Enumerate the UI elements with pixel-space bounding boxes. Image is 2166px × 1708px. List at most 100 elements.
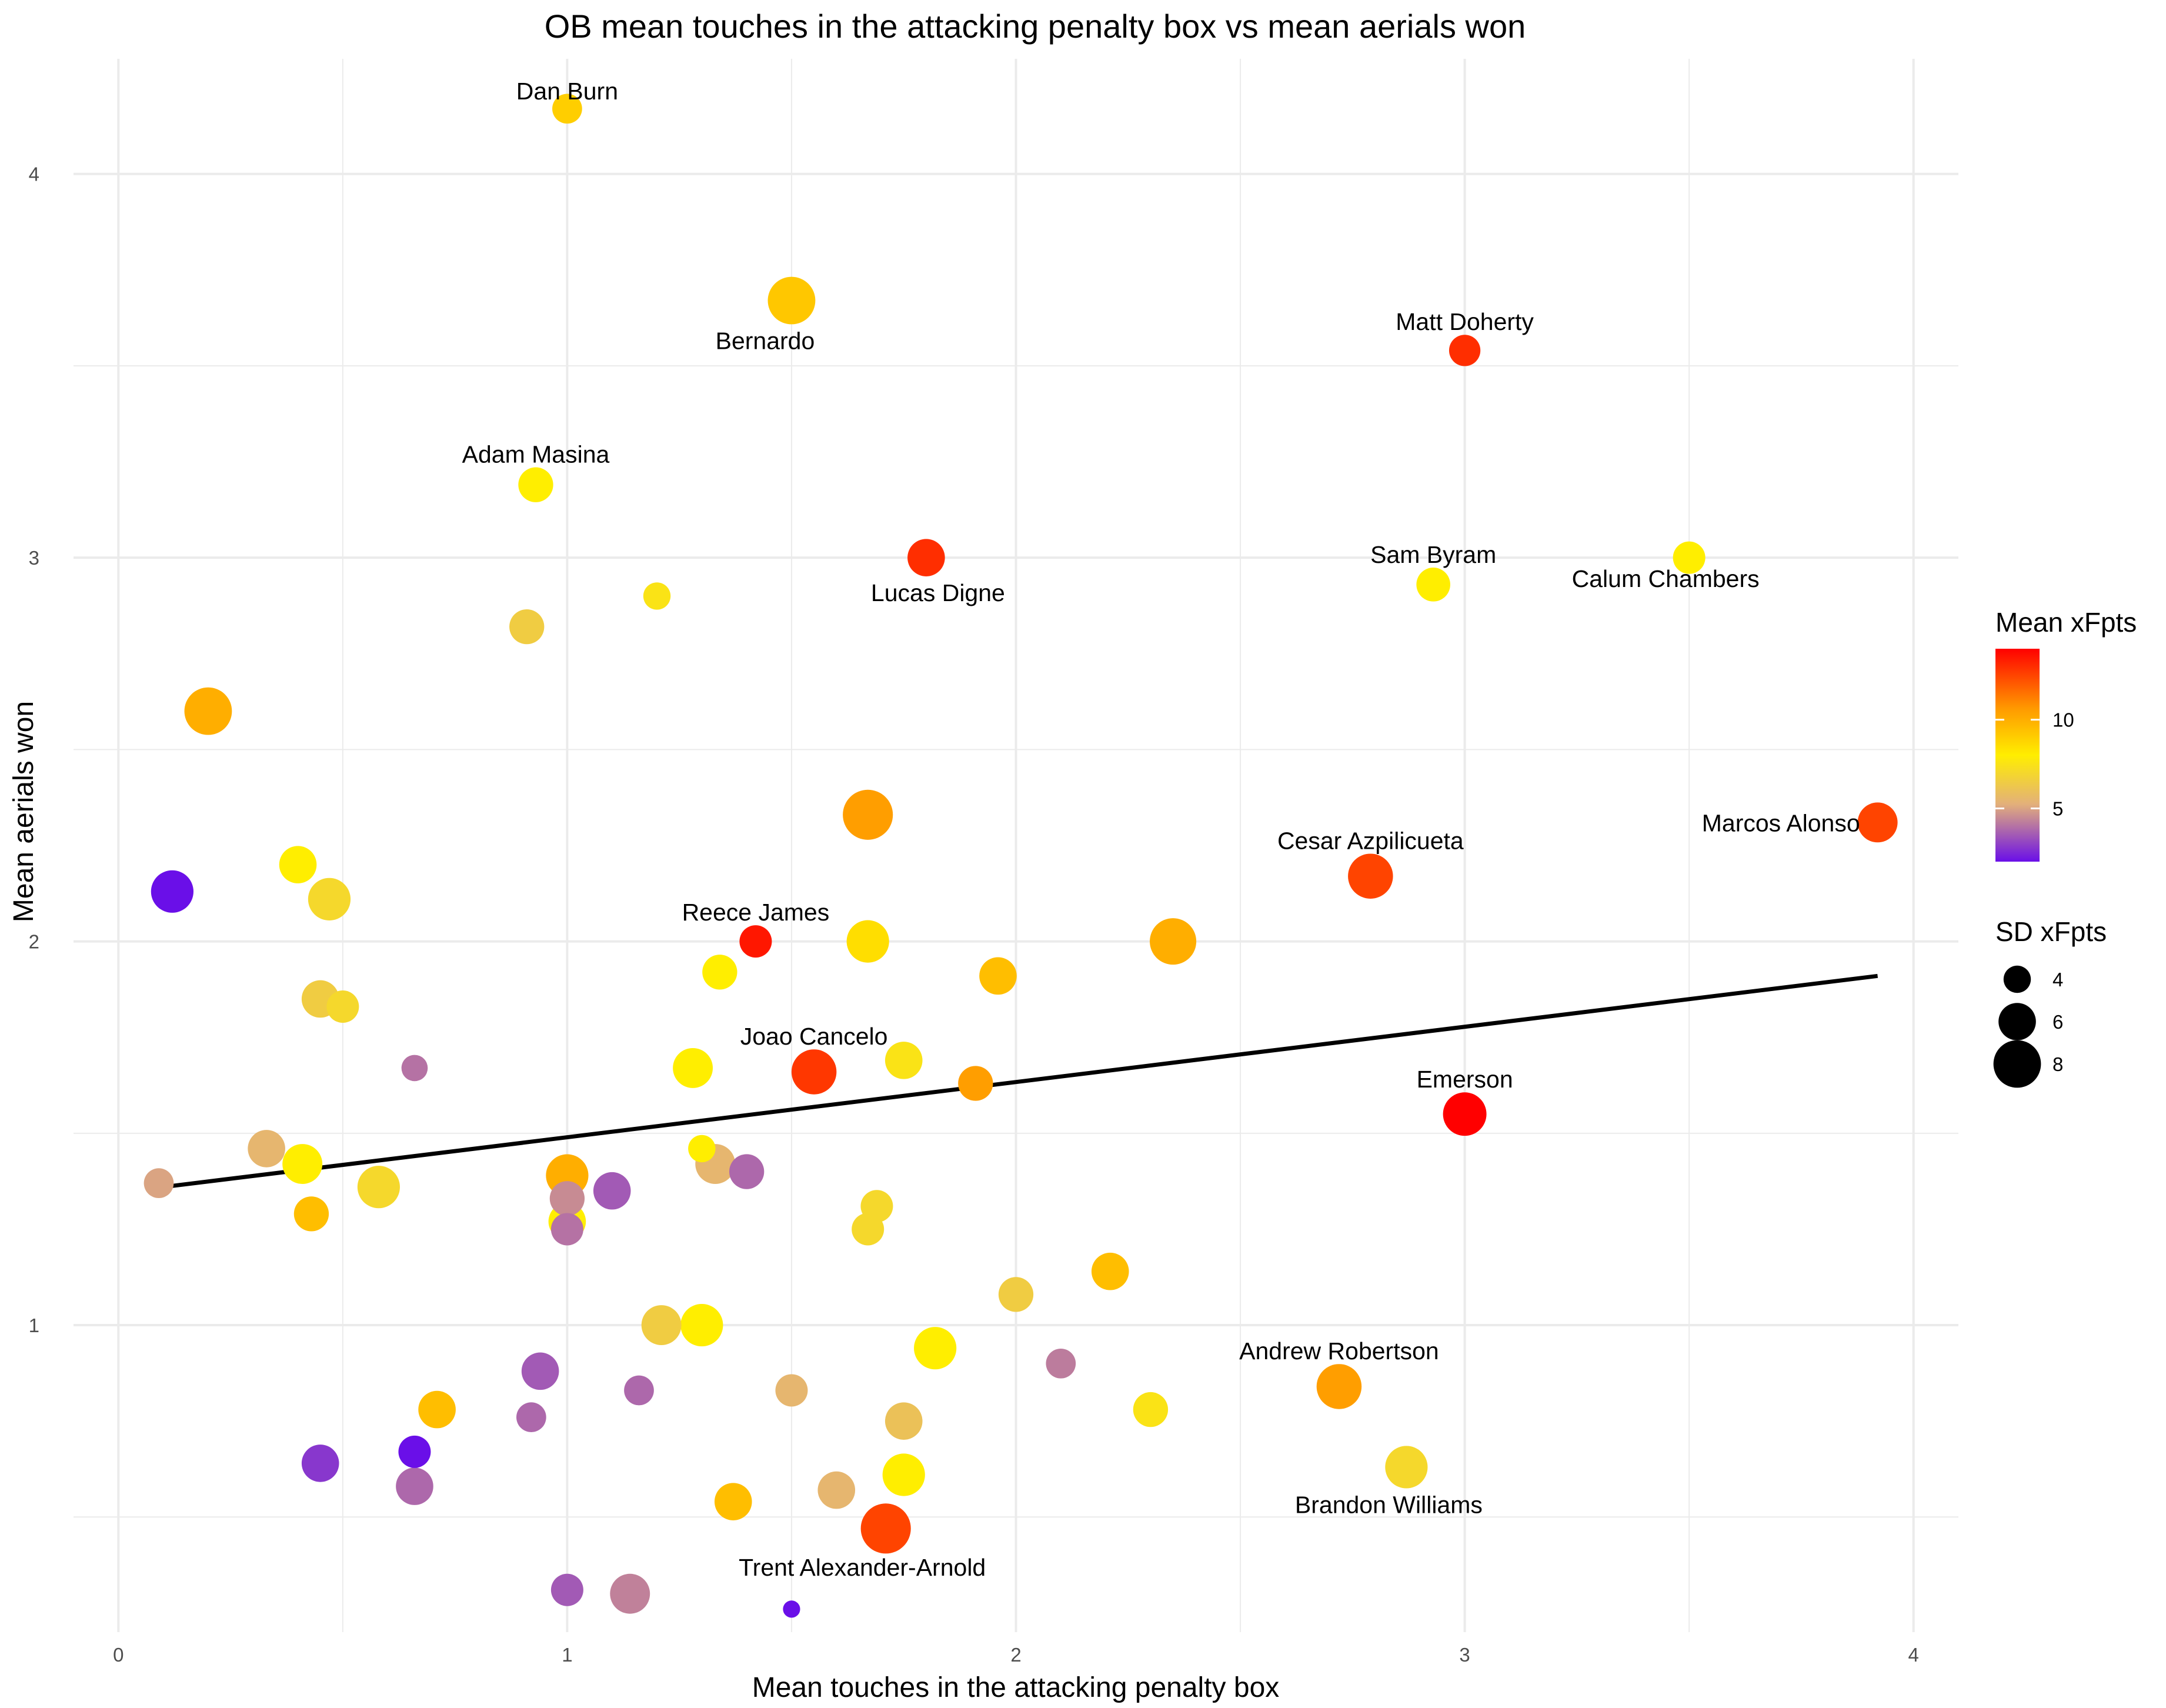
data-point	[1091, 1252, 1129, 1290]
chart-title: OB mean touches in the attacking penalty…	[545, 8, 1526, 45]
data-point	[418, 1390, 456, 1429]
data-points	[143, 94, 1898, 1618]
color-legend-tick-label: 10	[2052, 709, 2074, 731]
data-point	[1673, 541, 1706, 574]
point-label: Marcos Alonso	[1702, 809, 1860, 836]
data-point	[643, 582, 671, 610]
data-point	[610, 1573, 650, 1614]
x-tick-label: 0	[113, 1644, 124, 1666]
data-point	[1150, 918, 1197, 965]
y-axis-title: Mean aerials won	[8, 701, 39, 922]
data-point	[516, 1402, 546, 1432]
data-point	[1316, 1364, 1362, 1409]
data-point	[1385, 1446, 1428, 1489]
size-legend: SD xFpts 4 6 8	[1993, 916, 2107, 1088]
size-legend-label: 6	[2052, 1011, 2063, 1033]
point-label: Bernardo	[716, 327, 815, 354]
data-point	[680, 1303, 723, 1347]
data-point	[549, 1181, 585, 1216]
point-label: Trent Alexander-Arnold	[739, 1554, 986, 1581]
size-legend-label: 4	[2052, 969, 2063, 990]
size-legend-label: 8	[2052, 1053, 2063, 1075]
data-point	[398, 1435, 431, 1468]
point-label: Brandon Williams	[1295, 1492, 1483, 1519]
data-point	[767, 276, 816, 325]
color-legend: Mean xFpts 5 10	[1995, 607, 2137, 862]
point-label: Sam Byram	[1370, 541, 1496, 568]
data-point	[301, 1445, 339, 1482]
y-tick-label: 2	[29, 931, 39, 953]
point-label: Emerson	[1417, 1066, 1513, 1093]
data-point	[843, 789, 893, 840]
data-point	[1046, 1348, 1076, 1379]
data-point	[1416, 568, 1450, 602]
trend-line	[163, 973, 1878, 1189]
data-point	[907, 539, 945, 576]
data-point	[326, 990, 359, 1023]
data-point	[248, 1130, 285, 1167]
point-label: Calum Chambers	[1572, 565, 1760, 592]
point-label: Dan Burn	[516, 78, 618, 105]
data-point	[958, 1066, 993, 1101]
data-point	[979, 957, 1017, 995]
data-point	[998, 1277, 1034, 1312]
point-label: Andrew Robertson	[1239, 1337, 1439, 1365]
data-point	[882, 1453, 925, 1496]
data-point	[783, 1600, 800, 1618]
y-tick-label: 1	[29, 1315, 39, 1336]
data-point	[852, 1213, 885, 1246]
data-point	[624, 1375, 654, 1406]
data-point	[151, 870, 193, 913]
data-point	[817, 1471, 856, 1509]
data-point	[552, 94, 582, 124]
data-point	[550, 1213, 583, 1246]
data-point	[401, 1055, 428, 1082]
data-point	[885, 1402, 923, 1440]
data-point	[791, 1049, 837, 1095]
color-legend-tick-label: 5	[2052, 798, 2063, 820]
data-point	[846, 920, 889, 963]
data-point	[282, 1144, 323, 1184]
data-point	[308, 878, 351, 920]
data-point	[509, 609, 545, 645]
data-point	[729, 1154, 765, 1189]
point-label: Cesar Azpilicueta	[1277, 827, 1464, 854]
point-labels: Dan Burn Bernardo Matt Doherty Adam Masina L…	[462, 78, 1860, 1581]
size-legend-key	[1998, 1003, 2036, 1040]
x-tick-label: 2	[1010, 1644, 1021, 1666]
size-legend-key	[2003, 965, 2031, 993]
point-label: Adam Masina	[462, 441, 610, 468]
size-legend-title: SD xFpts	[1995, 916, 2107, 947]
data-point	[396, 1467, 433, 1505]
point-label: Matt Doherty	[1396, 308, 1534, 335]
color-legend-bar	[1995, 649, 2040, 862]
point-label: Reece James	[682, 899, 830, 926]
y-axis-ticks: 1 2 3 4	[29, 164, 39, 1336]
data-point	[521, 1352, 559, 1390]
data-point	[860, 1503, 911, 1554]
data-point	[357, 1166, 401, 1209]
data-point	[550, 1573, 583, 1606]
data-point	[885, 1042, 923, 1079]
size-legend-items: 4 6 8	[1993, 965, 2063, 1088]
data-point	[1133, 1392, 1169, 1427]
major-gridlines	[74, 59, 1958, 1632]
y-tick-label: 3	[29, 547, 39, 569]
data-point	[1443, 1092, 1487, 1136]
x-axis-ticks: 0 1 2 3 4	[113, 1644, 1919, 1666]
data-point	[702, 955, 737, 990]
data-point	[775, 1374, 808, 1407]
data-point	[143, 1168, 174, 1198]
point-label: Lucas Digne	[871, 579, 1005, 606]
x-tick-label: 3	[1459, 1644, 1470, 1666]
x-tick-label: 4	[1908, 1644, 1919, 1666]
data-point	[1348, 853, 1393, 899]
data-point	[184, 687, 232, 735]
point-label: Joao Cancelo	[740, 1023, 888, 1050]
data-point	[714, 1483, 752, 1520]
color-legend-title: Mean xFpts	[1995, 607, 2137, 638]
data-point	[1449, 335, 1481, 366]
data-point	[688, 1135, 716, 1163]
data-point	[914, 1327, 957, 1370]
